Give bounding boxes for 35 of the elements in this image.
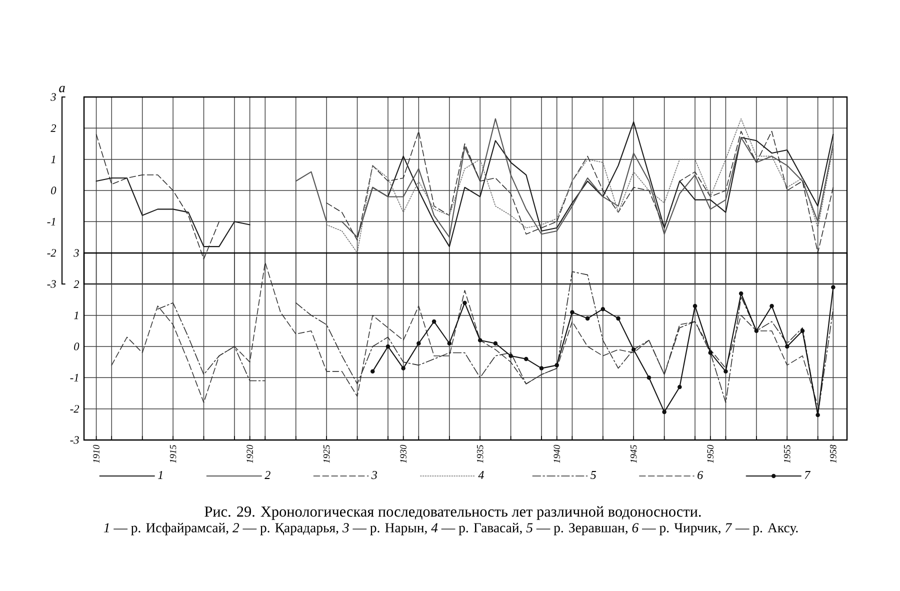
y-tick-label: 0: [51, 186, 56, 194]
y-tick-label: 2: [74, 280, 80, 288]
x-tick-label: 1925: [323, 444, 330, 464]
y-tick-label: 1: [74, 312, 78, 320]
x-tick-label: 1958: [830, 444, 836, 464]
y-tick-label: 3: [50, 93, 56, 101]
y-tick-label: 2: [50, 124, 56, 132]
y-tick-label: -3: [47, 280, 56, 288]
x-tick-label: 1915: [170, 444, 176, 464]
x-tick-label: 1920: [246, 444, 253, 464]
legend-label: 1: [158, 471, 162, 479]
legend-label: 7: [804, 471, 811, 479]
y-tick-label: -2: [70, 405, 80, 413]
y-tick-label: -1: [47, 218, 56, 226]
x-tick-label: 1945: [630, 444, 637, 464]
text: 1 — р. Исфайрамсай, 2 — р. Қарадарья, 3 — р. Нарын, 4 — р. Гавасай, 5 — р. Зеравшан, 6 — р. Чирчик, 7 — р. Аксу.: [104, 522, 798, 536]
y-tick-label: -1: [70, 374, 78, 382]
x-tick-label: 1950: [707, 444, 714, 464]
x-tick-label: 1910: [93, 444, 100, 464]
x-tick-label: 1940: [554, 444, 560, 464]
y-tick-label: 0: [74, 342, 80, 350]
x-tick-label: 1930: [400, 444, 406, 464]
y-tick-label: -2: [47, 249, 56, 257]
legend-label: 2: [264, 471, 270, 479]
text: Рис. 29. Хронологическая последовательность лет различной водоносности.: [204, 506, 701, 520]
x-tick-label: 1935: [476, 444, 484, 464]
x-tick-label: 1955: [784, 444, 790, 464]
legend-label: 6: [698, 471, 704, 480]
legend-label: 4: [478, 471, 484, 479]
y-tick-label: 3: [74, 249, 79, 257]
legend-label: 3: [371, 471, 377, 480]
y-tick-label: -3: [70, 436, 79, 444]
y-axis-title: a: [59, 86, 65, 92]
legend-label: 5: [590, 471, 596, 480]
y-tick-label: 1: [51, 156, 56, 164]
